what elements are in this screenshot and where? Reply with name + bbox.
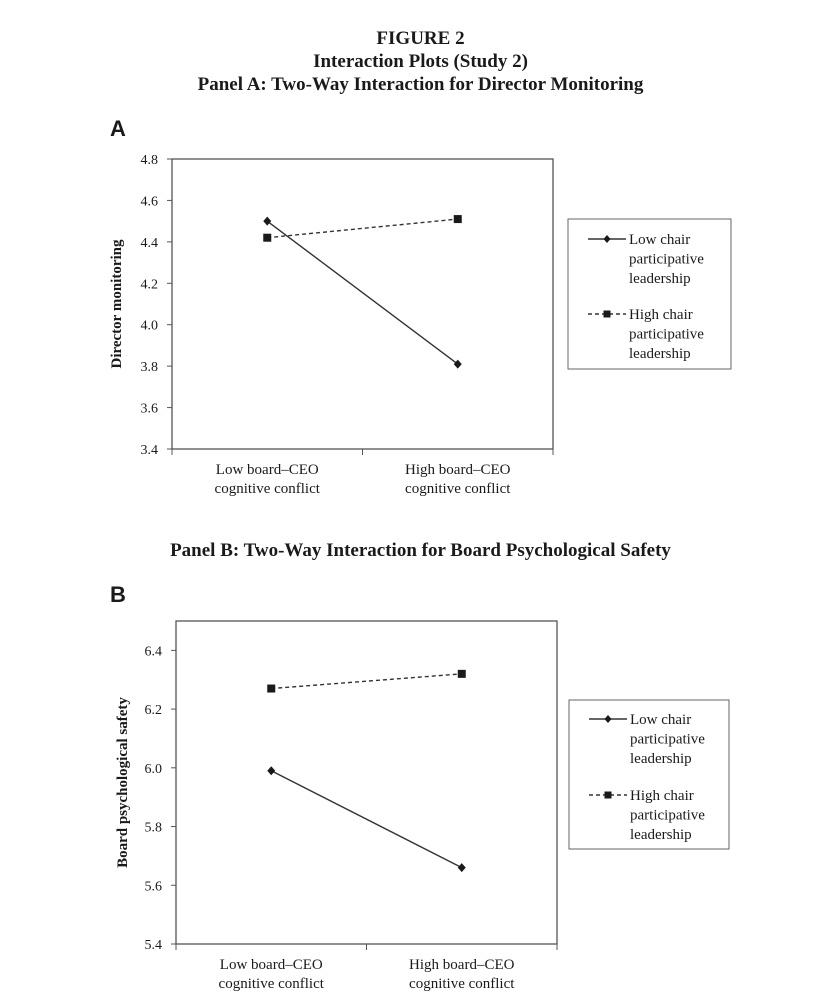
panel-a-letter: A: [110, 116, 126, 141]
y-tick-label: 6.4: [145, 644, 163, 659]
legend-label: Low chair: [630, 712, 691, 728]
x-tick-label: High board–CEO: [405, 462, 511, 478]
legend-label: participative: [630, 732, 705, 748]
data-point-square: [267, 684, 276, 693]
series-line: [270, 770, 463, 869]
legend-box: [567, 218, 732, 370]
y-axis-label: Director monitoring: [109, 239, 125, 369]
plot-frame: [175, 620, 558, 945]
y-tick-label: 3.4: [141, 443, 159, 458]
y-tick-label: 4.8: [141, 153, 159, 168]
legend-label: High chair: [629, 307, 693, 323]
x-tick-label: cognitive conflict: [219, 976, 325, 992]
y-tick-label: 3.6: [141, 402, 159, 417]
y-tick-label: 6.0: [145, 762, 163, 777]
data-point-square: [263, 233, 272, 242]
figure-number: FIGURE 2: [376, 28, 465, 49]
x-tick-label: Low board–CEO: [220, 957, 323, 973]
legend-marker-square: [603, 310, 611, 318]
series-line: [267, 218, 458, 239]
legend-label: High chair: [630, 788, 694, 804]
data-point-square: [457, 669, 466, 678]
series-line: [266, 220, 459, 365]
x-tick-label: High board–CEO: [409, 957, 515, 973]
y-tick-label: 4.2: [141, 277, 159, 292]
panel-b-title: Panel B: Two-Way Interaction for Board P…: [170, 540, 671, 561]
legend-label: leadership: [629, 346, 691, 362]
y-tick-label: 4.0: [141, 319, 159, 334]
legend-marker-square: [604, 791, 612, 799]
legend-marker-diamond: [604, 715, 612, 723]
data-point-diamond: [267, 766, 276, 776]
legend-marker-diamond: [603, 235, 611, 243]
y-tick-label: 4.6: [141, 194, 159, 209]
y-tick-label: 3.8: [141, 360, 159, 375]
legend-label: participative: [629, 252, 704, 268]
data-point-square: [453, 215, 462, 224]
figure-title: Interaction Plots (Study 2): [313, 51, 528, 72]
legend-label: leadership: [629, 271, 691, 287]
legend-box: [568, 699, 730, 850]
data-point-diamond: [457, 863, 466, 873]
y-tick-label: 6.2: [145, 703, 163, 718]
y-tick-label: 5.6: [145, 879, 163, 894]
legend-label: participative: [629, 327, 704, 343]
legend-label: participative: [630, 808, 705, 824]
data-point-diamond: [263, 216, 272, 226]
data-point-diamond: [453, 359, 462, 369]
panel-a-title: Panel A: Two-Way Interaction for Directo…: [197, 74, 644, 95]
y-tick-label: 4.4: [141, 236, 159, 251]
series-line: [271, 673, 462, 690]
x-tick-label: Low board–CEO: [216, 462, 319, 478]
y-tick-label: 5.8: [145, 821, 163, 836]
y-axis-label: Board psychological safety: [115, 697, 131, 868]
panel-b-letter: B: [110, 582, 126, 607]
x-tick-label: cognitive conflict: [409, 976, 515, 992]
y-tick-label: 5.4: [145, 938, 163, 953]
legend-label: leadership: [630, 751, 692, 767]
x-tick-label: cognitive conflict: [215, 481, 321, 497]
legend-label: Low chair: [629, 232, 690, 248]
x-tick-label: cognitive conflict: [405, 481, 511, 497]
legend-label: leadership: [630, 827, 692, 843]
